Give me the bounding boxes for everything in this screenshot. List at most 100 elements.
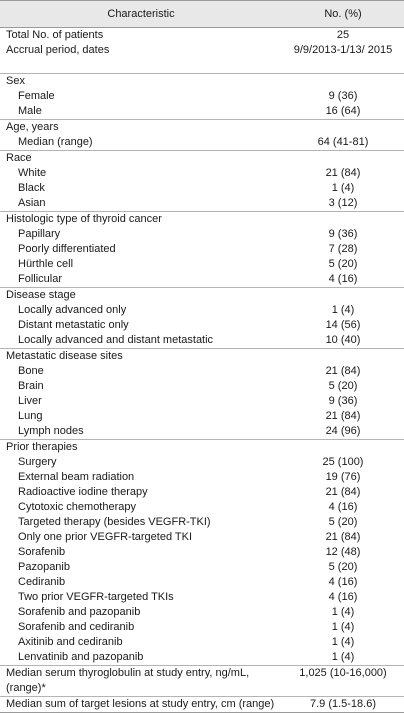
table-row: Median sum of target lesions at study en… [0,696,404,713]
row-label: Papillary [18,228,61,240]
row-value: 21 (84) [325,486,361,498]
table-row: Poorly differentiated 7 (28) [0,242,404,257]
table-row: Surgery 25 (100) [0,455,404,470]
table-row: Cytotoxic chemotherapy 4 (16) [0,500,404,515]
row-value: 9 (36) [328,90,358,102]
section-header-row: Age, years [0,119,404,135]
row-value: 1,025 (10-16,000) [282,665,404,697]
row-label: Metastatic disease sites [0,348,282,364]
row-label: Locally advanced and distant metastatic [18,334,214,346]
row-label: Histologic type of thyroid cancer [0,211,282,227]
table-row: Median serum thyroglobulin at study entr… [0,665,404,697]
header-value: No. (%) [282,0,404,28]
row-label: Liver [18,395,42,407]
row-label: Follicular [18,273,63,285]
row-label: White [18,167,47,179]
table-header-row: Characteristic No. (%) [0,0,404,28]
row-value: 10 (40) [325,334,361,346]
table-row: White 21 (84) [0,166,404,181]
row-label: Cytotoxic chemotherapy [18,501,136,513]
row-label: Bone [18,365,44,377]
table-row: Lymph nodes 24 (96) [0,424,404,440]
table-row: Radioactive iodine therapy 21 (84) [0,485,404,500]
row-label: Brain [18,380,44,392]
row-value: 1 (4) [331,606,355,618]
row-label: Surgery [18,456,57,468]
row-label: Accrual period, dates [6,44,110,56]
row-label: Targeted therapy (besides VEGFR-TKI) [18,516,211,528]
table-row: Bone 21 (84) [0,364,404,379]
row-label: Sorafenib and pazopanib [18,606,141,618]
table-row: Brain 5 (20) [0,379,404,394]
section-header-row: Prior therapies [0,439,404,455]
row-label: Sorafenib [18,546,66,558]
row-label: Total No. of patients [6,29,104,41]
row-value [282,119,404,135]
table-row: Axitinib and cediranib 1 (4) [0,635,404,650]
table-row: Sorafenib and pazopanib 1 (4) [0,605,404,620]
table-row: Median (range) 64 (41-81) [0,135,404,151]
row-label: Median serum thyroglobulin at study entr… [0,665,282,697]
table-row: Total No. of patients 25 [0,28,404,44]
row-value: 19 (76) [325,471,361,483]
table-row: Follicular 4 (16) [0,272,404,288]
row-label: Radioactive iodine therapy [18,486,148,498]
section-header-row: Metastatic disease sites [0,348,404,364]
row-label: Distant metastatic only [18,319,129,331]
row-value: 5 (20) [328,258,358,270]
row-value: 9 (36) [328,228,358,240]
row-label: Black [18,182,45,194]
row-label: Two prior VEGFR-targeted TKIs [18,591,174,603]
table-row: Liver 9 (36) [0,394,404,409]
row-value: 4 (16) [328,591,358,603]
row-label: Disease stage [0,287,282,303]
table-row: Papillary 9 (36) [0,227,404,242]
row-label: Prior therapies [0,439,282,455]
table-row: Male 16 (64) [0,104,404,120]
row-value: 4 (16) [328,273,358,285]
row-value: 25 [336,29,350,41]
row-value: 21 (84) [325,531,361,543]
row-value: 5 (20) [328,516,358,528]
table-row: Hürthle cell 5 (20) [0,257,404,272]
row-value: 5 (20) [328,380,358,392]
row-value [282,439,404,455]
section-header-row: Histologic type of thyroid cancer [0,211,404,227]
row-value [282,348,404,364]
row-label: Male [18,105,42,117]
row-value: 4 (16) [328,576,358,588]
row-label: Asian [18,197,46,209]
table-row: Lenvatinib and pazopanib 1 (4) [0,650,404,666]
row-value: 14 (56) [325,319,361,331]
row-value: 64 (41-81) [317,136,369,148]
header-characteristic: Characteristic [0,0,282,28]
row-value: 21 (84) [325,365,361,377]
section-header-row: Disease stage [0,287,404,303]
row-label: Lung [18,410,43,422]
row-value: 5 (20) [328,561,358,573]
row-label: Lymph nodes [18,425,84,437]
row-label: Sorafenib and cediranib [18,621,135,633]
row-label: Cediranib [18,576,66,588]
row-label: Pazopanib [18,561,70,573]
row-label: Sex [0,73,282,89]
table-row: Locally advanced only 1 (4) [0,303,404,318]
table-row: Lung 21 (84) [0,409,404,424]
row-label: Hürthle cell [18,258,74,270]
row-label: Only one prior VEGFR-targeted TKI [18,531,193,543]
row-value [282,73,404,89]
row-value: 9/9/2013-1/13/ 2015 [293,44,393,56]
row-value: 7 (28) [328,243,358,255]
row-value: 25 (100) [322,456,364,468]
table-row: Sorafenib 12 (48) [0,545,404,560]
row-value: 1 (4) [331,651,355,663]
row-label: Age, years [0,119,282,135]
row-label: Axitinib and cediranib [18,636,123,648]
table-row: Targeted therapy (besides VEGFR-TKI) 5 (2… [0,515,404,530]
row-value: 1 (4) [331,304,355,316]
row-label: Poorly differentiated [18,243,116,255]
row-value: 1 (4) [331,182,355,194]
table-row: Two prior VEGFR-targeted TKIs 4 (16) [0,590,404,605]
row-label: Female [18,90,55,102]
